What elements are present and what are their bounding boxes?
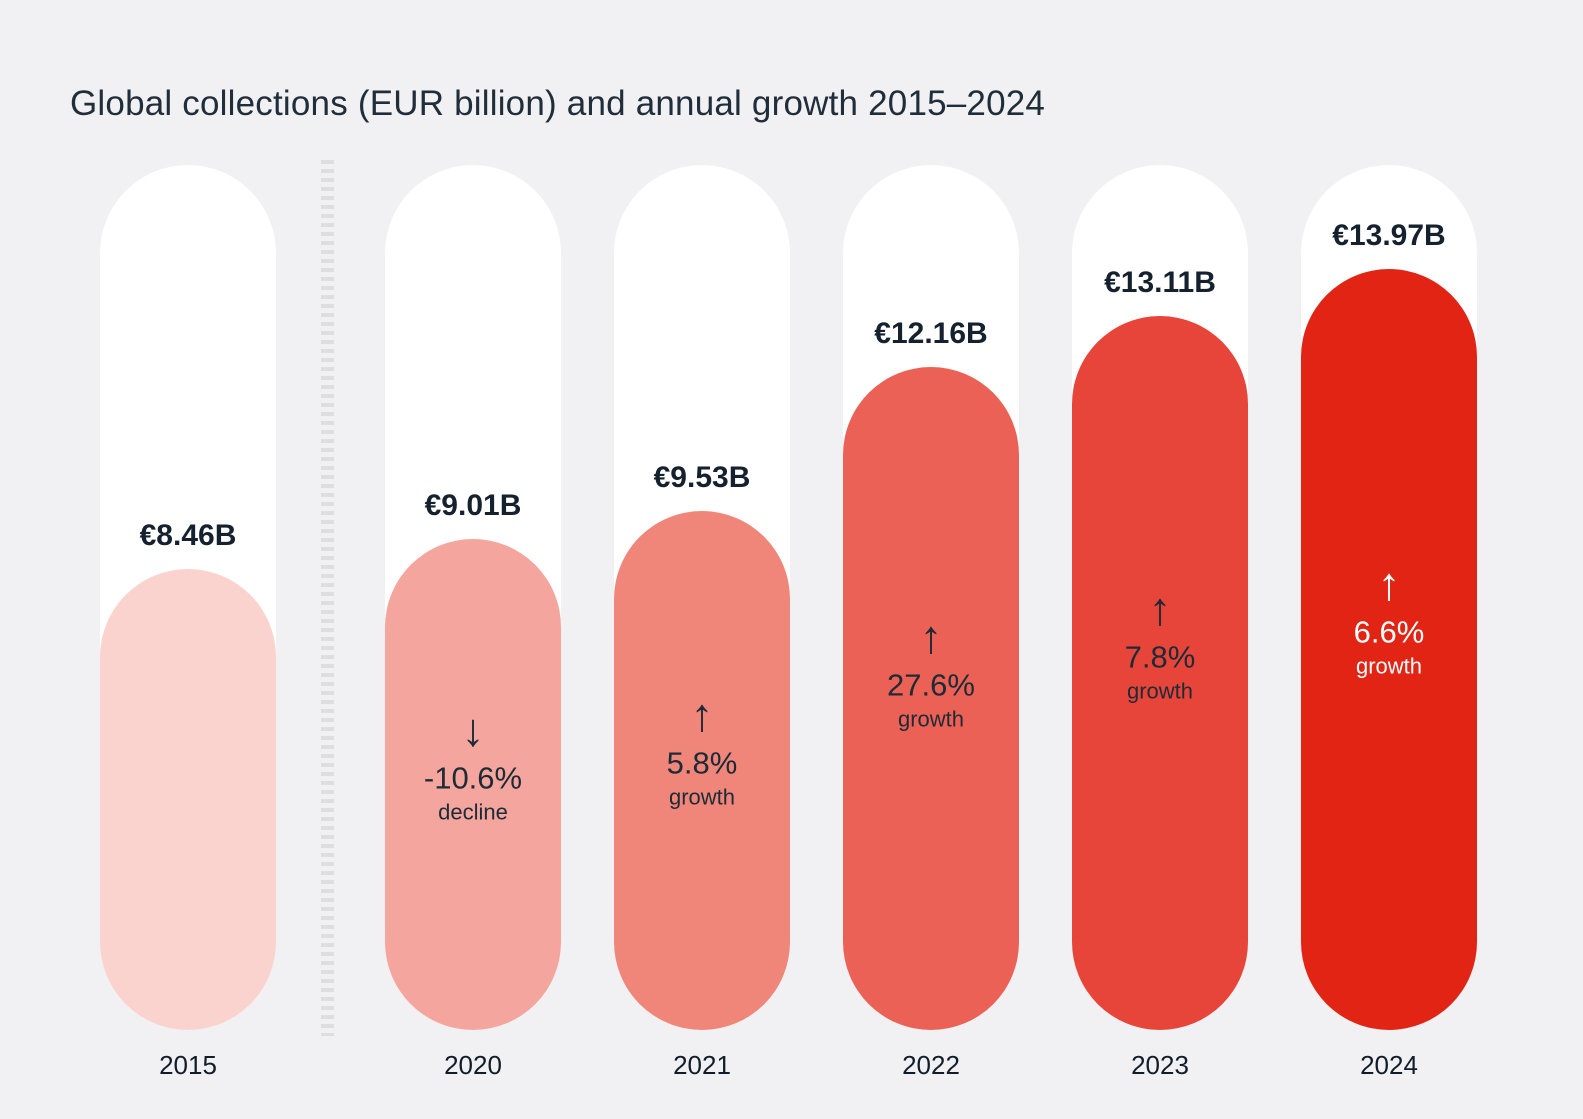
growth-word: growth	[897, 706, 965, 732]
year-label: 2022	[902, 1050, 960, 1080]
bar-track: ↑ 5.8% growth €9.53B	[614, 165, 790, 1030]
growth-word: growth	[1355, 653, 1423, 679]
growth-percent: 7.8%	[1124, 639, 1196, 675]
chart-title: Global collections (EUR billion) and ann…	[70, 84, 1046, 123]
bar-fill: ↑ 27.6% growth	[843, 367, 1019, 1030]
year-label: 2020	[444, 1050, 502, 1080]
bar-2020: ↓ -10.6% decline €9.01B 2020	[385, 165, 561, 1080]
bar-value-label: €9.53B	[653, 461, 751, 494]
axis-break-divider	[321, 160, 334, 1036]
bar-value-label: €9.01B	[424, 489, 522, 522]
growth-percent: -10.6%	[423, 760, 523, 796]
arrow-up-icon: ↑	[1148, 582, 1172, 635]
bar-fill: ↑ 7.8% growth	[1072, 316, 1248, 1030]
bar-2015: €8.46B 2015	[100, 165, 276, 1080]
year-label: 2023	[1131, 1050, 1189, 1080]
bar-value-label: €12.16B	[874, 317, 988, 350]
arrow-up-icon: ↑	[919, 610, 943, 663]
bar-value-label: €13.11B	[1104, 266, 1216, 299]
bar-2021: ↑ 5.8% growth €9.53B 2021	[614, 165, 790, 1080]
growth-percent: 5.8%	[666, 745, 738, 781]
arrow-up-icon: ↑	[1377, 557, 1401, 610]
year-label: 2024	[1360, 1050, 1418, 1080]
bar-track: ↓ -10.6% decline €9.01B	[385, 165, 561, 1030]
year-label: 2021	[673, 1050, 731, 1080]
bar-value-label: €8.46B	[139, 519, 237, 552]
growth-word: decline	[438, 799, 508, 825]
bar-fill	[100, 569, 276, 1030]
growth-percent: 6.6%	[1353, 614, 1425, 650]
bar-2022: ↑ 27.6% growth €12.16B 2022	[843, 165, 1019, 1080]
growth-percent: 27.6%	[887, 667, 975, 703]
bar-2024: ↑ 6.6% growth €13.97B 2024	[1301, 165, 1477, 1080]
bar-fill: ↑ 5.8% growth	[614, 511, 790, 1030]
growth-word: growth	[668, 784, 736, 810]
arrow-up-icon: ↑	[690, 688, 714, 741]
bar-track: ↑ 7.8% growth €13.11B	[1072, 165, 1248, 1030]
growth-annotation: ↑ 6.6% growth	[1301, 561, 1477, 678]
arrow-down-icon: ↓	[461, 703, 485, 756]
year-label: 2015	[159, 1050, 217, 1080]
bar-track: ↑ 6.6% growth €13.97B	[1301, 165, 1477, 1030]
bar-track: €8.46B	[100, 165, 276, 1030]
growth-annotation: ↑ 7.8% growth	[1072, 586, 1248, 703]
growth-annotation: ↑ 5.8% growth	[614, 691, 790, 808]
bar-fill: ↑ 6.6% growth	[1301, 269, 1477, 1030]
bar-track: ↑ 27.6% growth €12.16B	[843, 165, 1019, 1030]
growth-word: growth	[1126, 678, 1194, 704]
bar-fill: ↓ -10.6% decline	[385, 539, 561, 1030]
bar-2023: ↑ 7.8% growth €13.11B 2023	[1072, 165, 1248, 1080]
growth-annotation: ↓ -10.6% decline	[385, 706, 561, 823]
growth-annotation: ↑ 27.6% growth	[843, 613, 1019, 730]
bar-value-label: €13.97B	[1332, 219, 1446, 252]
